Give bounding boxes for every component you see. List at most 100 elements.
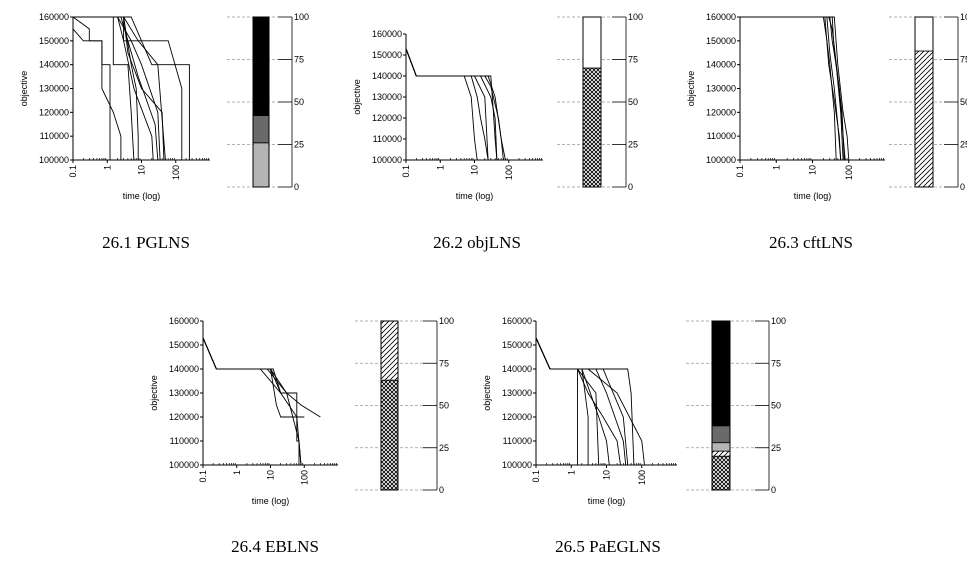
- share-tick-label: 25: [960, 140, 967, 150]
- x-axis-label: time (log): [123, 191, 161, 201]
- y-axis-label: objective: [149, 375, 159, 411]
- series-line: [535, 337, 627, 466]
- x-tick-label: 1: [102, 165, 112, 170]
- share-segment: [711, 320, 731, 427]
- x-tick-label: 0.1: [68, 165, 78, 178]
- series-line: [740, 16, 885, 161]
- series-line: [740, 16, 885, 161]
- share-segment: [252, 142, 270, 188]
- x-tick-label: 10: [808, 165, 818, 175]
- share-tick-label: 0: [628, 182, 633, 192]
- x-tick-label: 100: [171, 165, 181, 180]
- x-tick-label: 1: [232, 470, 242, 475]
- x-axis-label: time (log): [252, 496, 290, 506]
- y-axis-label: objective: [19, 71, 29, 107]
- y-tick-label: 150000: [502, 340, 532, 350]
- y-tick-label: 110000: [40, 131, 69, 141]
- series-line: [535, 337, 621, 466]
- chart-panel: 100000 110000 120000 130000 140000 150000 1600…: [149, 316, 454, 556]
- share-tick-label: 100: [960, 12, 967, 22]
- series-line: [202, 337, 297, 394]
- series-line: [405, 48, 543, 161]
- share-segment: [711, 442, 731, 452]
- series-line: [72, 16, 210, 161]
- share-bar-frame: [582, 16, 602, 188]
- y-tick-label: 160000: [706, 12, 736, 22]
- y-tick-label: 150000: [39, 36, 69, 46]
- x-tick-label: 1: [771, 165, 781, 170]
- x-axis-label: time (log): [456, 191, 494, 201]
- series-line: [202, 337, 302, 466]
- y-tick-label: 160000: [39, 12, 69, 22]
- share-tick-label: 0: [439, 485, 444, 495]
- y-tick-label: 140000: [502, 364, 532, 374]
- y-tick-label: 120000: [169, 412, 199, 422]
- share-tick-label: 50: [771, 401, 781, 411]
- share-tick-label: 0: [960, 182, 965, 192]
- y-tick-label: 150000: [169, 340, 199, 350]
- chart-panel: 100000 110000 120000 130000 140000 150000 1600…: [19, 12, 309, 252]
- share-tick-label: 25: [294, 140, 304, 150]
- share-tick-label: 100: [439, 316, 454, 326]
- x-tick-label: 10: [137, 165, 147, 175]
- panel-caption: 26.4 EBLNS: [231, 537, 319, 556]
- x-tick-label: 100: [299, 470, 309, 485]
- series-line: [535, 337, 589, 465]
- share-tick-label: 50: [628, 97, 638, 107]
- share-tick-label: 50: [960, 97, 967, 107]
- share-tick-label: 0: [294, 182, 299, 192]
- x-tick-label: 10: [266, 470, 276, 480]
- series-line: [535, 337, 629, 466]
- y-tick-label: 120000: [372, 113, 402, 123]
- x-tick-label: 10: [470, 165, 480, 175]
- series-line: [405, 48, 543, 161]
- share-tick-label: 50: [439, 401, 449, 411]
- share-tick-label: 75: [294, 55, 304, 65]
- series-line: [202, 337, 300, 465]
- share-segment: [711, 425, 731, 444]
- series-line: [73, 16, 210, 161]
- y-tick-label: 100000: [39, 155, 69, 165]
- y-tick-label: 130000: [372, 92, 402, 102]
- share-tick-label: 100: [628, 12, 643, 22]
- y-tick-label: 150000: [706, 36, 736, 46]
- share-tick-label: 75: [439, 358, 449, 368]
- y-tick-label: 140000: [372, 71, 402, 81]
- y-tick-label: 110000: [707, 131, 736, 141]
- share-tick-label: 100: [771, 316, 786, 326]
- x-tick-label: 100: [844, 165, 854, 180]
- y-tick-label: 140000: [39, 60, 69, 70]
- y-tick-label: 130000: [706, 84, 736, 94]
- y-tick-label: 130000: [39, 84, 69, 94]
- share-segment: [380, 379, 399, 491]
- y-tick-label: 100000: [169, 460, 199, 470]
- series-line: [405, 48, 543, 161]
- series-line: [202, 337, 338, 466]
- share-segment: [252, 16, 270, 116]
- share-tick-label: 75: [960, 55, 967, 65]
- y-tick-label: 160000: [502, 316, 532, 326]
- y-tick-label: 100000: [706, 155, 736, 165]
- y-tick-label: 140000: [169, 364, 199, 374]
- share-segment: [711, 455, 731, 491]
- share-bar-frame: [711, 320, 731, 491]
- series-line: [740, 16, 885, 161]
- y-tick-label: 130000: [502, 388, 532, 398]
- panel-caption: 26.1 PGLNS: [102, 233, 190, 252]
- y-tick-label: 110000: [170, 436, 199, 446]
- x-axis-label: time (log): [794, 191, 832, 201]
- series-line: [405, 48, 543, 161]
- y-tick-label: 130000: [169, 388, 199, 398]
- x-axis-label: time (log): [588, 496, 626, 506]
- y-tick-label: 150000: [372, 50, 402, 60]
- y-tick-label: 120000: [39, 107, 69, 117]
- x-tick-label: 10: [602, 470, 612, 480]
- y-axis-label: objective: [482, 375, 492, 411]
- share-tick-label: 50: [294, 97, 304, 107]
- x-tick-label: 0.1: [198, 470, 208, 483]
- series-line: [740, 16, 885, 161]
- y-axis-label: objective: [352, 79, 362, 115]
- y-tick-label: 120000: [502, 412, 532, 422]
- x-tick-label: 100: [637, 470, 647, 485]
- x-tick-label: 1: [435, 165, 445, 170]
